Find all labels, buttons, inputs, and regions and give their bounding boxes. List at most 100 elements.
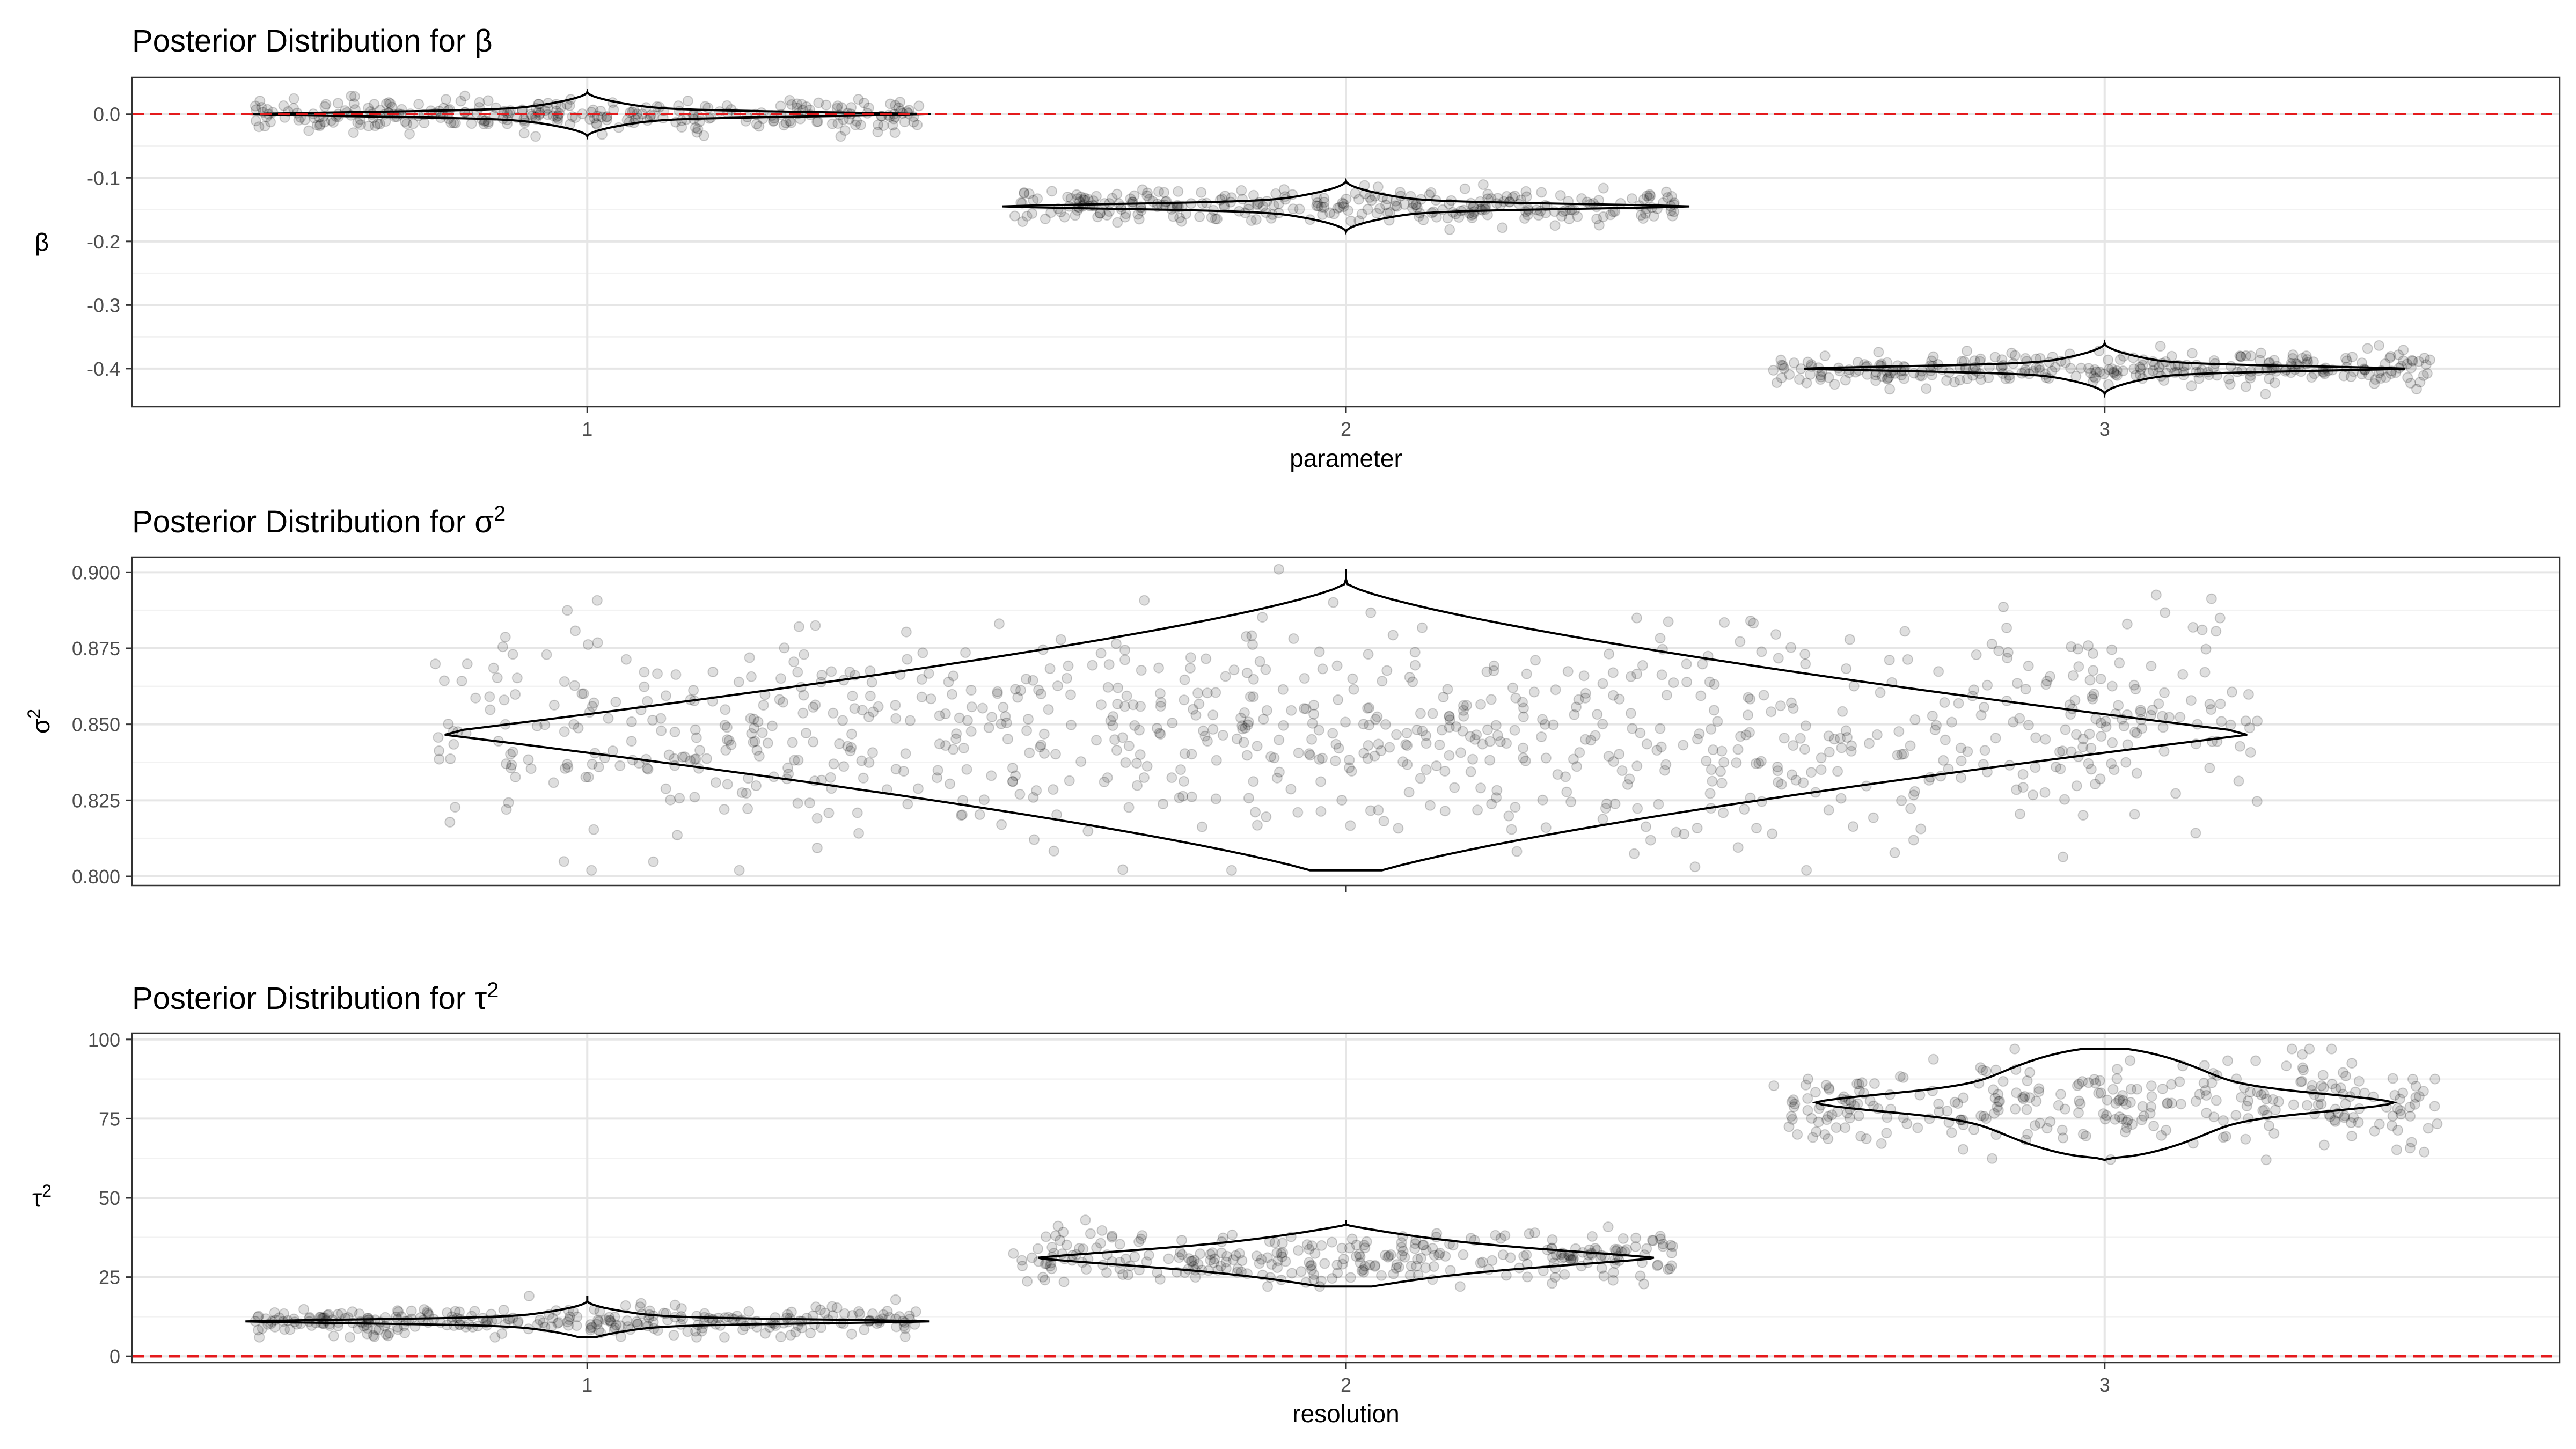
data-point xyxy=(2407,1073,2418,1085)
data-point xyxy=(1190,709,1202,721)
data-point xyxy=(368,1330,379,1341)
data-point xyxy=(510,772,521,782)
data-point xyxy=(2095,1087,2106,1099)
data-point xyxy=(1099,777,1110,788)
data-point xyxy=(940,708,951,719)
chart-title-superscript: 2 xyxy=(494,502,506,525)
data-point xyxy=(901,626,912,638)
data-point xyxy=(1962,374,1973,384)
data-point xyxy=(2204,369,2215,380)
data-point xyxy=(541,649,552,660)
data-point xyxy=(1955,742,1966,753)
data-point xyxy=(1637,660,1648,671)
data-point xyxy=(748,736,759,748)
data-point xyxy=(1364,702,1375,713)
data-point xyxy=(1439,806,1451,817)
data-point xyxy=(1621,1244,1633,1255)
data-point xyxy=(2252,715,2263,727)
data-point xyxy=(459,90,471,101)
data-point xyxy=(1952,1098,1964,1109)
data-point xyxy=(569,680,580,691)
data-point xyxy=(1882,1112,1893,1123)
data-point xyxy=(1265,751,1276,762)
data-point xyxy=(719,720,730,731)
data-point xyxy=(752,716,764,727)
data-point xyxy=(912,119,923,130)
data-point xyxy=(1436,724,1447,736)
data-point xyxy=(1540,719,1550,730)
data-point xyxy=(559,763,570,774)
data-point xyxy=(1529,1227,1540,1239)
data-point xyxy=(655,713,667,724)
data-point xyxy=(1155,729,1166,740)
data-point xyxy=(1021,674,1032,685)
data-point xyxy=(1024,747,1035,758)
data-point xyxy=(1317,209,1328,220)
data-point xyxy=(1308,699,1320,711)
data-point xyxy=(1015,685,1026,696)
data-point xyxy=(1206,212,1217,223)
data-point xyxy=(1771,377,1782,389)
data-point xyxy=(1211,755,1222,766)
data-point xyxy=(2015,808,2025,819)
data-point xyxy=(1227,1229,1238,1240)
data-point xyxy=(466,118,477,129)
data-point xyxy=(1338,198,1349,209)
data-point xyxy=(1457,726,1468,737)
data-point xyxy=(482,95,494,106)
data-point xyxy=(2058,1132,2069,1144)
data-point xyxy=(1603,751,1614,762)
data-point xyxy=(1608,690,1619,701)
data-point xyxy=(2245,1086,2256,1097)
data-point xyxy=(298,1304,310,1315)
data-point xyxy=(1326,1236,1337,1248)
data-point xyxy=(2245,747,2256,758)
data-point xyxy=(1898,1072,1909,1083)
data-point xyxy=(1372,181,1384,193)
data-point xyxy=(753,750,765,762)
data-point xyxy=(2198,1078,2209,1089)
data-point xyxy=(484,691,495,702)
data-point xyxy=(1668,677,1679,689)
data-point xyxy=(746,728,757,739)
data-point xyxy=(1153,662,1165,674)
data-point xyxy=(2340,353,2351,364)
data-point xyxy=(2127,1119,2138,1130)
data-point xyxy=(1836,742,1847,753)
data-point xyxy=(2429,1073,2441,1085)
data-point xyxy=(605,1317,617,1328)
data-point xyxy=(1014,788,1026,800)
data-point xyxy=(1802,356,1813,368)
data-point xyxy=(1421,730,1432,741)
data-point xyxy=(808,701,819,713)
data-point xyxy=(2243,1095,2254,1107)
data-point xyxy=(1958,1144,1968,1155)
data-point xyxy=(1549,1272,1561,1283)
data-point xyxy=(319,101,331,112)
data-point xyxy=(1946,1127,1957,1138)
y-tick-label: 50 xyxy=(99,1187,120,1209)
data-point xyxy=(1080,1214,1091,1226)
data-point xyxy=(1411,202,1423,213)
data-point xyxy=(1521,1249,1532,1261)
data-point xyxy=(1167,718,1178,728)
data-point xyxy=(2147,365,2158,376)
data-point xyxy=(2270,1104,2281,1116)
data-point xyxy=(1192,687,1204,699)
data-point xyxy=(2117,1090,2128,1101)
data-point xyxy=(2146,1091,2157,1102)
data-point xyxy=(2110,1097,2121,1109)
data-point xyxy=(1126,196,1138,208)
data-point xyxy=(846,728,857,740)
data-point xyxy=(2129,809,2140,820)
data-point xyxy=(1102,772,1113,784)
data-point xyxy=(1681,658,1692,670)
data-point xyxy=(1467,213,1478,223)
data-point xyxy=(1176,216,1187,227)
data-point xyxy=(1706,764,1717,775)
data-point xyxy=(1773,777,1784,788)
data-point xyxy=(585,1322,596,1334)
x-tick-label: 3 xyxy=(2099,1374,2110,1396)
data-point xyxy=(1101,1267,1112,1278)
data-point xyxy=(1871,367,1882,378)
